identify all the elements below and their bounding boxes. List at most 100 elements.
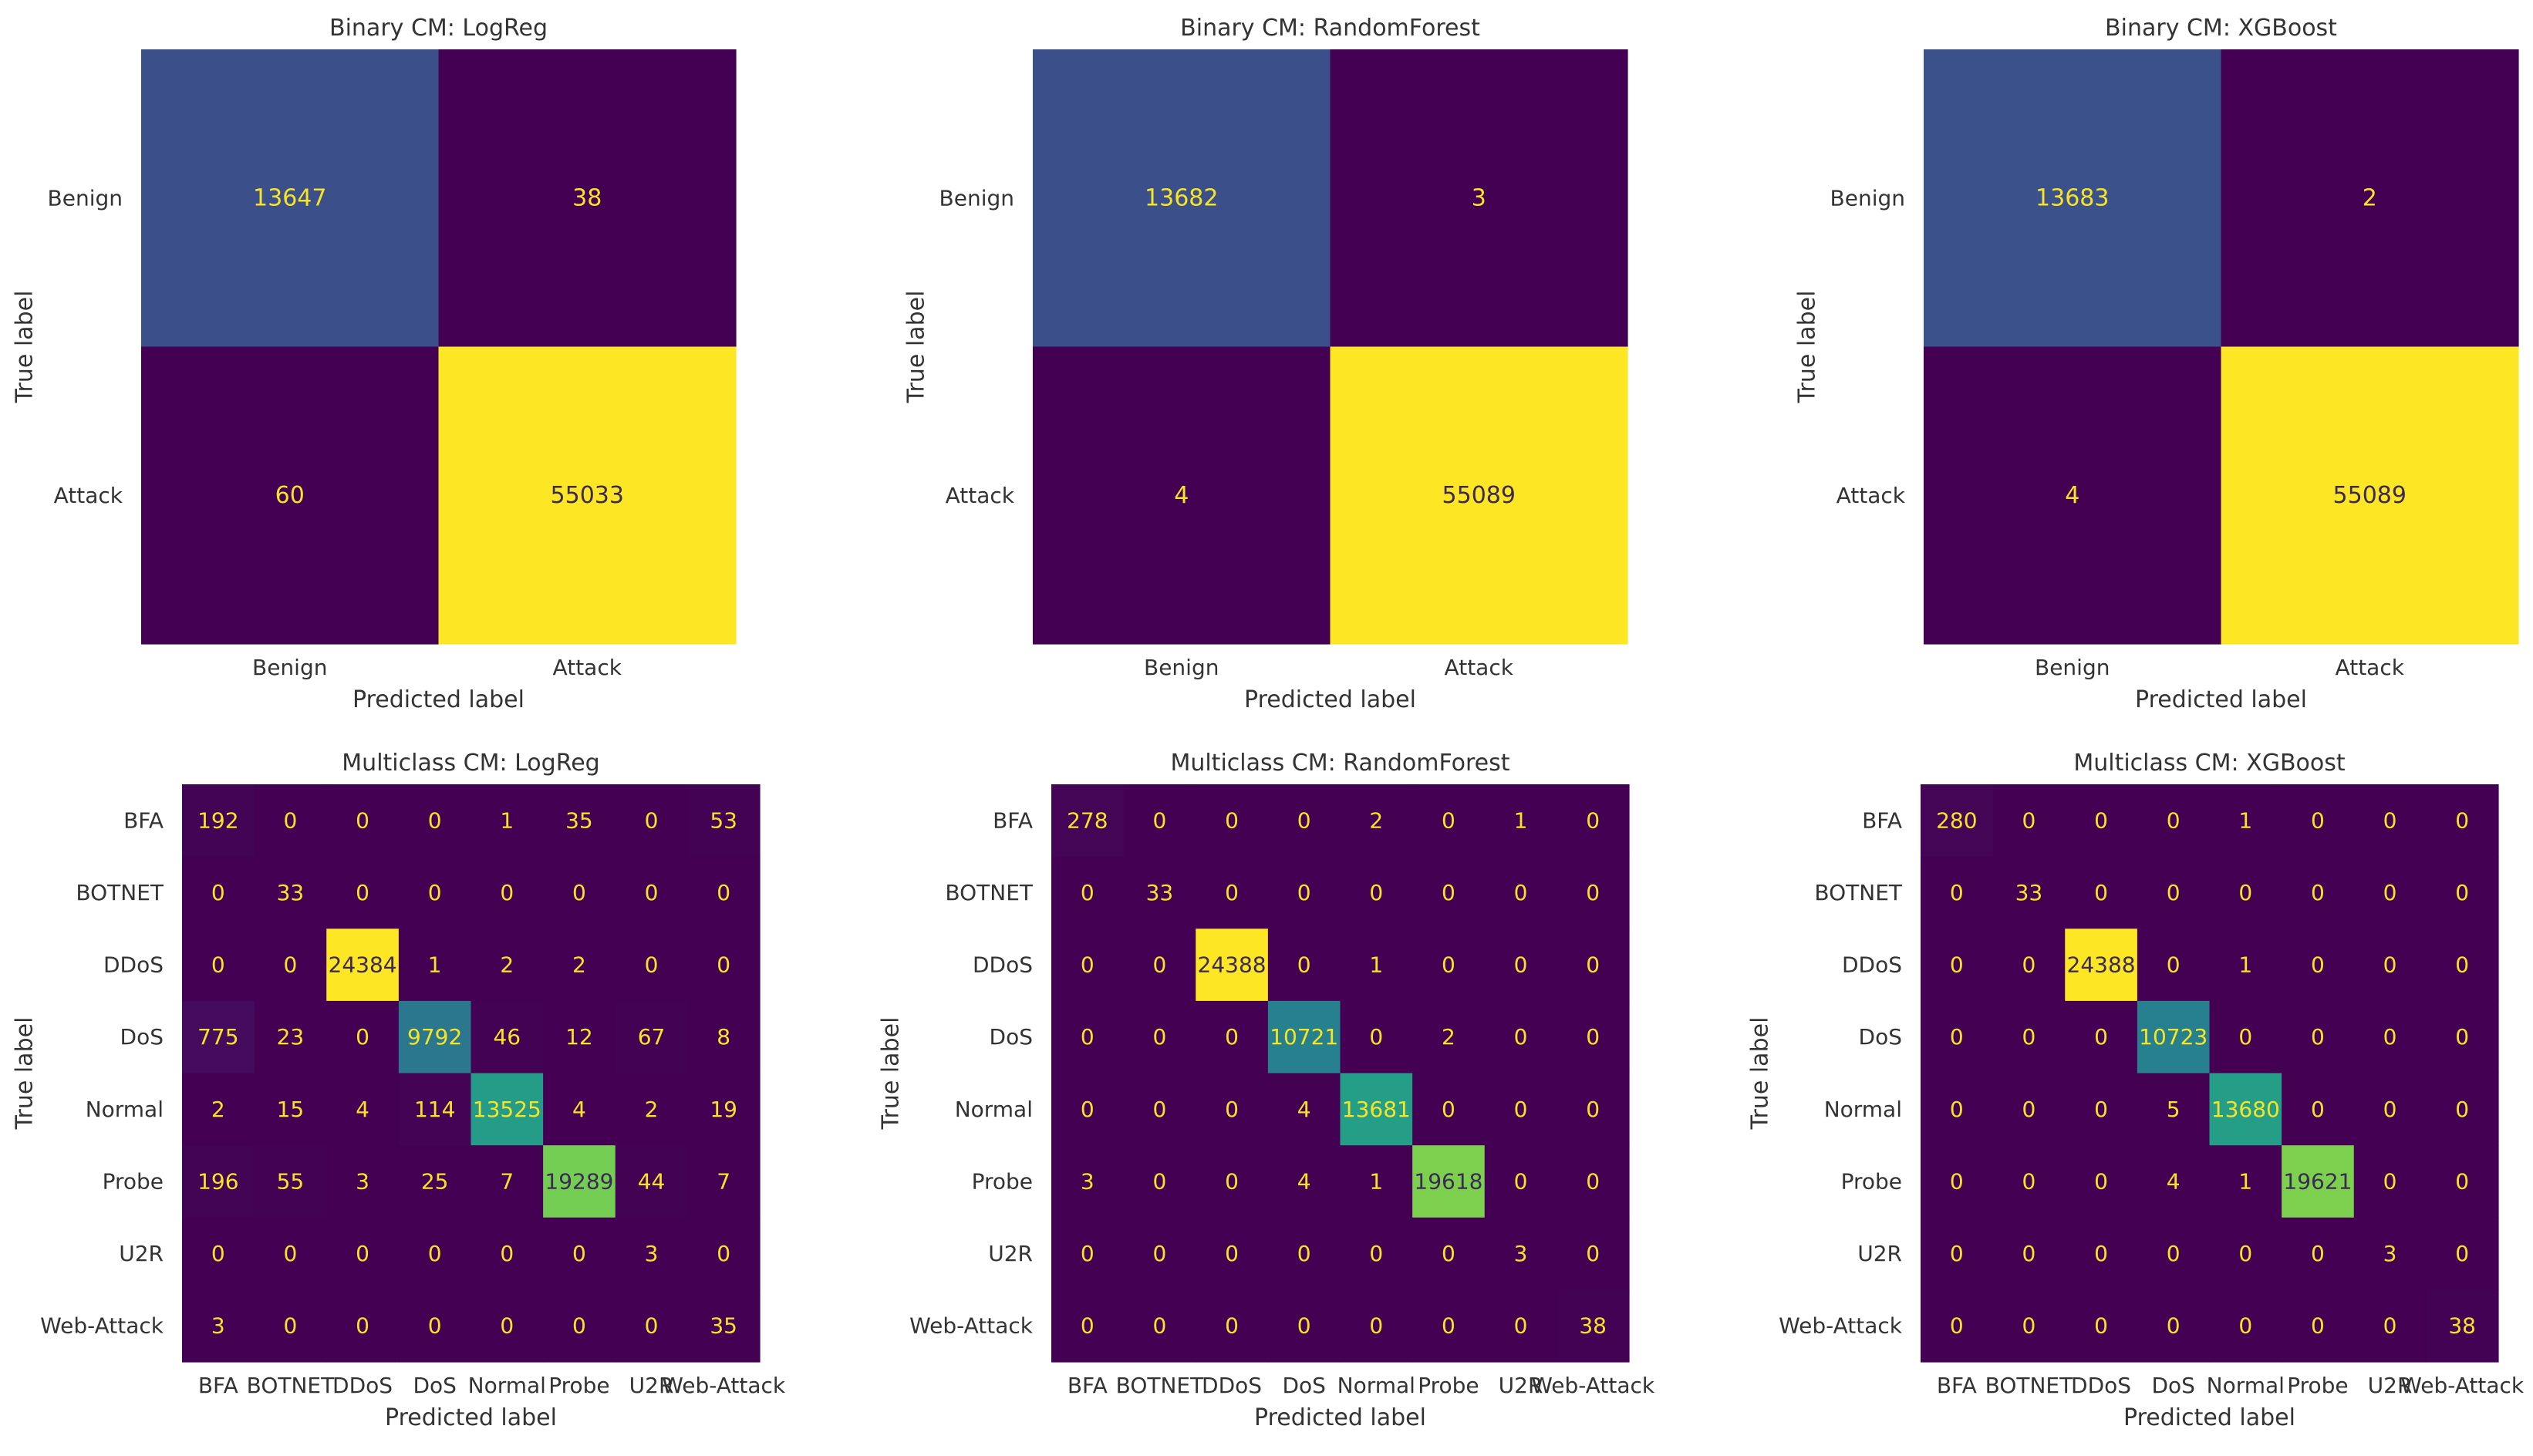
cell-value: 0 xyxy=(1442,807,1455,833)
heatmap-cell xyxy=(2353,1217,2427,1290)
cell-value: 0 xyxy=(1225,1313,1239,1339)
cell-value: 0 xyxy=(2022,1024,2036,1050)
cell-value: 0 xyxy=(1225,1168,1239,1194)
y-tick-label: Normal xyxy=(955,1097,1033,1122)
heatmap-cell xyxy=(182,1289,255,1363)
cell-value: 0 xyxy=(645,1313,659,1339)
heatmap-cell xyxy=(687,856,761,929)
heatmap-cell xyxy=(1267,1217,1341,1290)
heatmap-cell xyxy=(543,1289,616,1363)
heatmap-cell xyxy=(2137,1217,2211,1290)
cell-value: 0 xyxy=(428,807,442,833)
heatmap-cell xyxy=(2282,1217,2355,1290)
heatmap-cell xyxy=(2065,929,2138,1002)
heatmap-cell xyxy=(1921,1145,1994,1218)
cell-value: 0 xyxy=(2167,952,2181,978)
cell-value: 0 xyxy=(1586,1241,1600,1266)
heatmap-cell xyxy=(254,1073,327,1146)
heatmap-cell xyxy=(2426,784,2499,858)
cell-value: 0 xyxy=(1153,1168,1167,1194)
heatmap-cell xyxy=(1051,1145,1125,1218)
cell-value: 55089 xyxy=(1442,482,1516,509)
cell-value: 0 xyxy=(1225,1241,1239,1266)
cell-value: 0 xyxy=(500,880,514,905)
heatmap-cell xyxy=(398,1000,472,1074)
cell-value: 7 xyxy=(500,1168,514,1194)
cell-value: 3 xyxy=(2383,1241,2397,1266)
heatmap-cell xyxy=(1267,1000,1341,1074)
cell-value: 4 xyxy=(1297,1097,1311,1122)
cell-value: 0 xyxy=(1442,880,1455,905)
cell-value: 0 xyxy=(2383,1024,2397,1050)
cell-value: 0 xyxy=(2094,1097,2108,1122)
cell-value: 0 xyxy=(1225,880,1239,905)
heatmap-cell xyxy=(1921,1000,1994,1074)
heatmap-cell xyxy=(2209,1073,2282,1146)
heatmap-cell xyxy=(2137,856,2211,929)
cell-value: 13680 xyxy=(2211,1097,2280,1122)
cell-value: 0 xyxy=(356,1313,369,1339)
x-tick-label: BOTNET xyxy=(247,1373,335,1398)
cell-value: 0 xyxy=(211,1241,225,1266)
cell-value: 0 xyxy=(428,1241,442,1266)
cell-value: 0 xyxy=(1081,952,1094,978)
cell-value: 1 xyxy=(1369,952,1383,978)
heatmap-cell xyxy=(398,929,472,1002)
cell-value: 0 xyxy=(284,1313,298,1339)
x-tick-label: Normal xyxy=(2207,1373,2285,1398)
cell-value: 0 xyxy=(1586,1168,1600,1194)
heatmap-cell xyxy=(1051,929,1125,1002)
x-tick-label: DDoS xyxy=(1202,1373,1262,1398)
heatmap-cell xyxy=(1051,784,1125,858)
heatmap-cell xyxy=(1196,856,1269,929)
cell-value: 0 xyxy=(1153,1097,1167,1122)
heatmap-cell xyxy=(2353,1000,2427,1074)
cell-value: 0 xyxy=(1225,1024,1239,1050)
cell-value: 0 xyxy=(1442,1097,1455,1122)
heatmap-cell xyxy=(1484,1000,1557,1074)
cell-value: 2 xyxy=(1369,807,1383,833)
heatmap-cell xyxy=(2065,784,2138,858)
cell-value: 0 xyxy=(428,880,442,905)
heatmap-cell xyxy=(2426,1145,2499,1218)
cell-value: 0 xyxy=(2094,807,2108,833)
x-tick-label: DoS xyxy=(2151,1373,2194,1398)
cell-value: 1 xyxy=(2238,807,2252,833)
heatmap-cell xyxy=(141,49,440,348)
y-axis-label: True label xyxy=(903,291,930,404)
heatmap-cell xyxy=(1992,929,2066,1002)
y-tick-label: DoS xyxy=(120,1024,164,1050)
heatmap-cell xyxy=(326,856,400,929)
cell-value: 0 xyxy=(717,880,730,905)
heatmap-cell xyxy=(2353,784,2427,858)
cell-value: 15 xyxy=(277,1097,305,1122)
cell-value: 0 xyxy=(1950,952,1964,978)
heatmap-cell xyxy=(2209,784,2282,858)
heatmap-cell xyxy=(615,1073,688,1146)
heatmap-cell xyxy=(2353,1289,2427,1363)
cell-value: 0 xyxy=(2383,880,2397,905)
cell-value: 0 xyxy=(2311,1024,2325,1050)
heatmap-cell xyxy=(1123,856,1196,929)
heatmap-cell xyxy=(1557,856,1630,929)
cell-value: 0 xyxy=(2022,1168,2036,1194)
heatmap-cell xyxy=(254,1217,327,1290)
heatmap-cell xyxy=(1051,1289,1125,1363)
heatmap-cell xyxy=(2282,929,2355,1002)
cell-value: 3 xyxy=(211,1313,225,1339)
cell-value: 0 xyxy=(1369,880,1383,905)
cell-value: 1 xyxy=(2238,1168,2252,1194)
heatmap-cell xyxy=(1484,1073,1557,1146)
x-tick-label: Web-Attack xyxy=(662,1373,786,1398)
heatmap-cell xyxy=(141,346,440,645)
cell-value: 775 xyxy=(197,1024,238,1050)
cell-value: 0 xyxy=(284,807,298,833)
cell-value: 0 xyxy=(2022,1313,2036,1339)
x-tick-label: BOTNET xyxy=(1116,1373,1204,1398)
cell-value: 0 xyxy=(2238,1024,2252,1050)
heatmap-cell xyxy=(182,1073,255,1146)
heatmap-cell xyxy=(471,856,544,929)
heatmap-cell xyxy=(1196,929,1269,1002)
cell-value: 38 xyxy=(2448,1313,2476,1339)
